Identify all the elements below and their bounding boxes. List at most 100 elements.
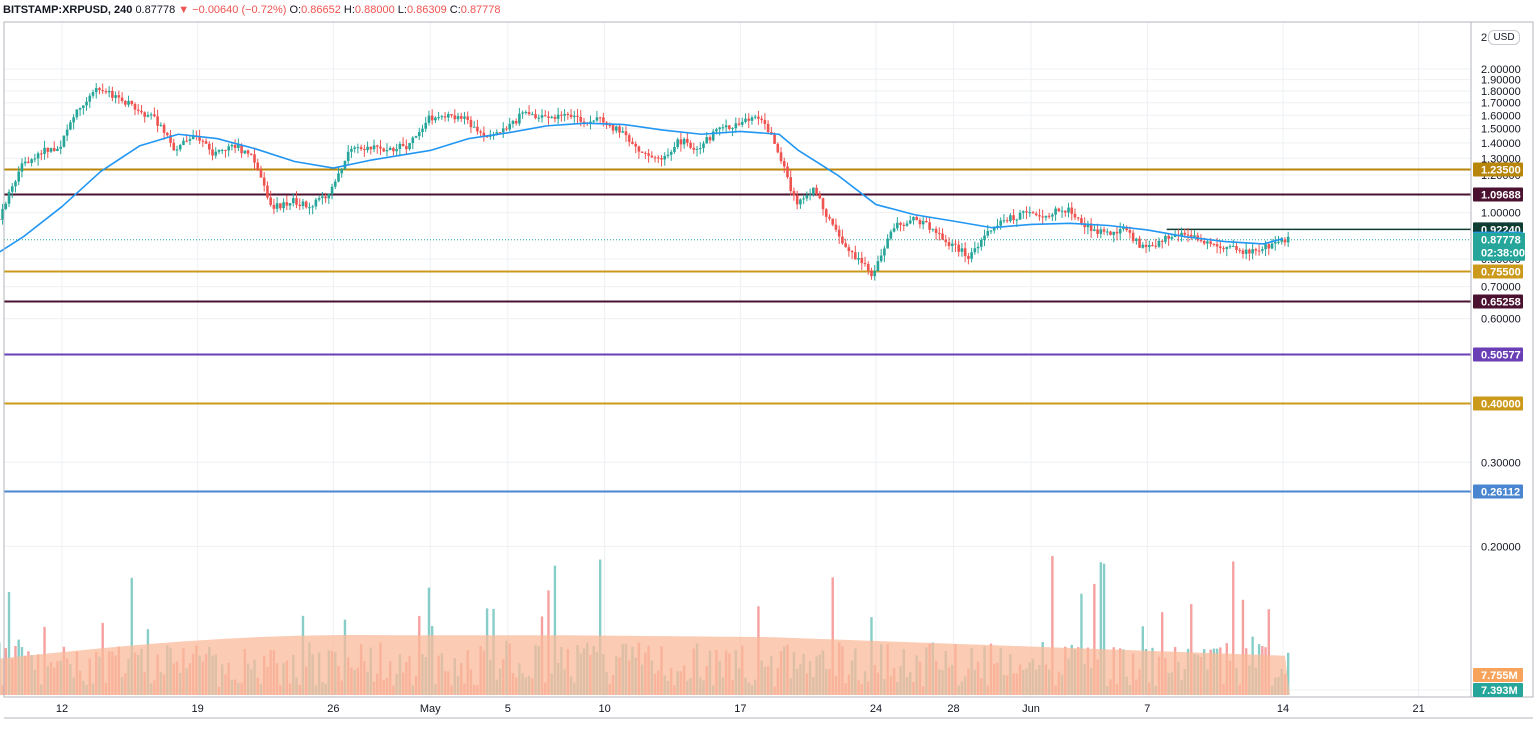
- candle-body[interactable]: [140, 110, 143, 113]
- candle-body[interactable]: [753, 116, 757, 118]
- candle-body[interactable]: [385, 150, 389, 152]
- candle-body[interactable]: [175, 149, 179, 151]
- candle-body[interactable]: [547, 116, 550, 118]
- candle-body[interactable]: [253, 154, 256, 163]
- candle-body[interactable]: [469, 119, 473, 128]
- candle-body[interactable]: [291, 198, 295, 204]
- candle-body[interactable]: [595, 117, 599, 121]
- candle-body[interactable]: [1144, 244, 1148, 248]
- horizontal-levels[interactable]: [4, 168, 1471, 493]
- candle-body[interactable]: [850, 251, 854, 253]
- candle-body[interactable]: [10, 186, 14, 192]
- candle-body[interactable]: [453, 115, 457, 120]
- candle-body[interactable]: [550, 116, 553, 118]
- candle-body[interactable]: [372, 145, 376, 150]
- candle-body[interactable]: [1057, 208, 1061, 212]
- candle-body[interactable]: [1089, 223, 1093, 231]
- candle-body[interactable]: [1170, 237, 1174, 239]
- candle-body[interactable]: [424, 122, 428, 129]
- candle-body[interactable]: [434, 117, 437, 121]
- candle-body[interactable]: [443, 116, 447, 118]
- candle-body[interactable]: [1028, 212, 1032, 214]
- candle-body[interactable]: [598, 117, 602, 119]
- candle-body[interactable]: [1051, 214, 1054, 217]
- candle-body[interactable]: [863, 263, 867, 265]
- candle-body[interactable]: [896, 222, 899, 229]
- candle-body[interactable]: [715, 129, 718, 132]
- candle-body[interactable]: [873, 270, 877, 277]
- candle-body[interactable]: [85, 101, 88, 106]
- candle-body[interactable]: [970, 252, 973, 259]
- candle-body[interactable]: [1096, 229, 1099, 234]
- candle-body[interactable]: [233, 144, 237, 148]
- candle-body[interactable]: [114, 95, 117, 98]
- candle-body[interactable]: [120, 97, 124, 102]
- candle-body[interactable]: [682, 138, 686, 145]
- candle-body[interactable]: [579, 116, 583, 122]
- candle-body[interactable]: [1264, 244, 1267, 250]
- candle-body[interactable]: [1015, 219, 1019, 221]
- candle-body[interactable]: [456, 116, 460, 120]
- candle-body[interactable]: [472, 126, 476, 128]
- candle-body[interactable]: [934, 228, 938, 233]
- candle-body[interactable]: [178, 144, 182, 150]
- candle-body[interactable]: [153, 114, 156, 117]
- candle-body[interactable]: [805, 195, 809, 199]
- candle-body[interactable]: [514, 120, 518, 124]
- candle-body[interactable]: [49, 148, 53, 152]
- candle-body[interactable]: [285, 202, 289, 206]
- candle-body[interactable]: [1251, 249, 1254, 254]
- candle-body[interactable]: [614, 126, 618, 131]
- candle-body[interactable]: [75, 109, 79, 118]
- candle-body[interactable]: [249, 153, 253, 155]
- candle-body[interactable]: [1109, 231, 1112, 235]
- candle-body[interactable]: [1041, 216, 1044, 218]
- candle-body[interactable]: [1067, 207, 1070, 213]
- candle-body[interactable]: [172, 142, 176, 151]
- candle-body[interactable]: [779, 152, 783, 162]
- candle-body[interactable]: [308, 207, 311, 209]
- candle-body[interactable]: [269, 197, 272, 205]
- candle-body[interactable]: [908, 220, 912, 224]
- candle-body[interactable]: [327, 194, 331, 199]
- candle-body[interactable]: [1125, 227, 1128, 231]
- candle-body[interactable]: [650, 155, 654, 158]
- candle-body[interactable]: [602, 117, 605, 123]
- candle-body[interactable]: [866, 263, 870, 271]
- candle-body[interactable]: [1206, 241, 1209, 244]
- candle-body[interactable]: [485, 136, 489, 138]
- candle-body[interactable]: [314, 199, 318, 207]
- candle-body[interactable]: [860, 257, 864, 264]
- candle-body[interactable]: [1180, 232, 1183, 236]
- candle-body[interactable]: [262, 177, 266, 186]
- candle-body[interactable]: [272, 204, 276, 209]
- candle-body[interactable]: [705, 137, 709, 144]
- candle-body[interactable]: [702, 143, 705, 149]
- candle-body[interactable]: [737, 123, 741, 125]
- candle-body[interactable]: [127, 100, 130, 105]
- candle-body[interactable]: [98, 88, 101, 91]
- candle-body[interactable]: [324, 196, 327, 199]
- candle-body[interactable]: [963, 248, 967, 257]
- candle-body[interactable]: [640, 151, 644, 153]
- candle-body[interactable]: [973, 248, 977, 253]
- candle-body[interactable]: [1183, 232, 1187, 235]
- candle-body[interactable]: [834, 224, 838, 230]
- candle-body[interactable]: [1025, 211, 1028, 213]
- candle-body[interactable]: [812, 187, 815, 195]
- candle-body[interactable]: [556, 114, 560, 119]
- candle-body[interactable]: [660, 158, 663, 160]
- candle-body[interactable]: [582, 121, 586, 123]
- candles[interactable]: [0, 83, 1290, 281]
- candle-body[interactable]: [353, 147, 356, 149]
- candle-body[interactable]: [40, 153, 43, 155]
- candle-body[interactable]: [1241, 250, 1245, 254]
- candle-body[interactable]: [1112, 231, 1116, 235]
- candle-body[interactable]: [954, 243, 957, 245]
- candle-body[interactable]: [776, 143, 780, 153]
- candle-body[interactable]: [82, 105, 85, 108]
- candle-body[interactable]: [889, 231, 893, 239]
- candle-body[interactable]: [7, 191, 11, 204]
- candle-body[interactable]: [876, 261, 880, 271]
- candle-body[interactable]: [695, 148, 699, 150]
